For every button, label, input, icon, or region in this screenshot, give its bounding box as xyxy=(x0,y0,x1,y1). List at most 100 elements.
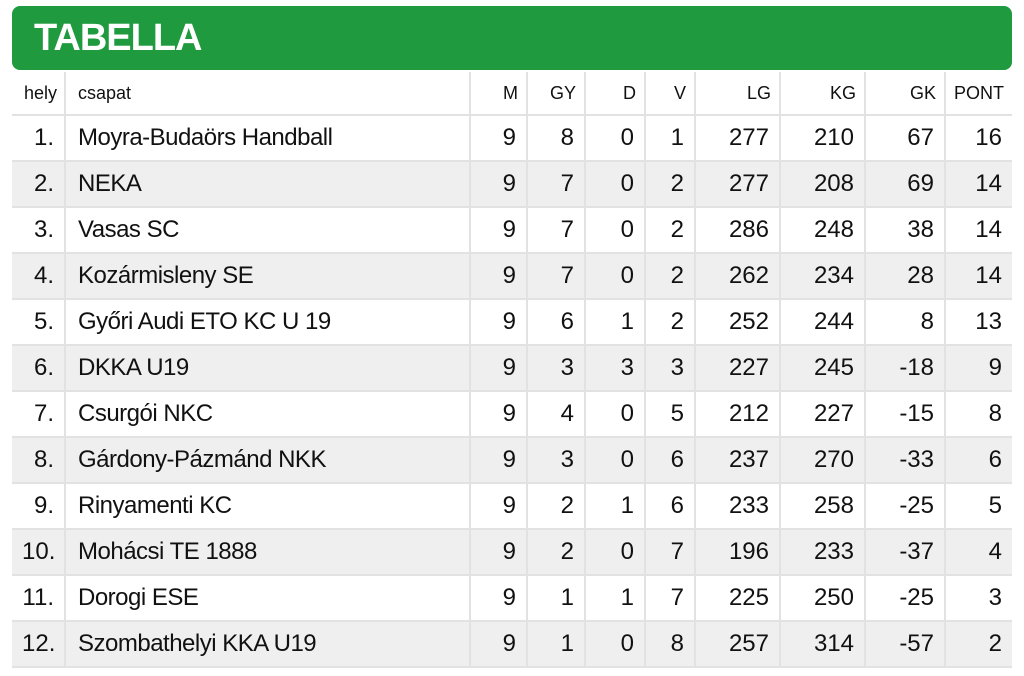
cell: 1 xyxy=(584,483,645,530)
column-header: V xyxy=(644,72,695,116)
cell: 210 xyxy=(779,115,865,162)
cell: 1 xyxy=(584,299,645,346)
cell: 0 xyxy=(584,207,645,254)
cell: 6 xyxy=(526,299,585,346)
cell: 233 xyxy=(694,483,780,530)
team-name: Mohácsi TE 1888 xyxy=(64,529,470,576)
column-header: GY xyxy=(526,72,585,116)
cell: 1. xyxy=(12,115,65,162)
cell: 7. xyxy=(12,391,65,438)
cell: 9 xyxy=(469,621,527,668)
team-row: 8. Gárdony-Pázmánd NKK 9 3 0 6 237 270 -33 6 xyxy=(12,437,1012,484)
cell: 227 xyxy=(694,345,780,392)
cell: 9 xyxy=(469,345,527,392)
team-row: 11. Dorogi ESE 9 1 1 7 225 250 -25 3 xyxy=(12,575,1012,622)
cell: 6. xyxy=(12,345,65,392)
cell: 7 xyxy=(526,207,585,254)
cell: 258 xyxy=(779,483,865,530)
cell: 252 xyxy=(694,299,780,346)
cell: 10. xyxy=(12,529,65,576)
cell: 69 xyxy=(864,161,945,208)
cell: 0 xyxy=(584,621,645,668)
cell: 16 xyxy=(944,115,1012,162)
cell: 245 xyxy=(779,345,865,392)
cell: 67 xyxy=(864,115,945,162)
team-row: 6. DKKA U19 9 3 3 3 227 245 -18 9 xyxy=(12,345,1012,392)
cell: 225 xyxy=(694,575,780,622)
column-header: GK xyxy=(864,72,945,116)
cell: 244 xyxy=(779,299,865,346)
cell: -33 xyxy=(864,437,945,484)
cell: -18 xyxy=(864,345,945,392)
cell: 233 xyxy=(779,529,865,576)
cell: 1 xyxy=(584,575,645,622)
cell: -15 xyxy=(864,391,945,438)
team-row: 1. Moyra-Budaörs Handball 9 8 0 1 277 210 67 16 xyxy=(12,115,1012,162)
cell: 3. xyxy=(12,207,65,254)
team-name: Vasas SC xyxy=(64,207,470,254)
team-row: 12. Szombathelyi KKA U19 9 1 0 8 257 314 -57 2 xyxy=(12,621,1012,668)
cell: 0 xyxy=(584,253,645,300)
team-name: Kozármisleny SE xyxy=(64,253,470,300)
cell: 7 xyxy=(526,161,585,208)
cell: 14 xyxy=(944,207,1012,254)
team-row: 10. Mohácsi TE 1888 9 2 0 7 196 233 -37 4 xyxy=(12,529,1012,576)
cell: 6 xyxy=(644,437,695,484)
cell: 9 xyxy=(469,391,527,438)
cell: 8 xyxy=(526,115,585,162)
cell: 5 xyxy=(644,391,695,438)
team-name: Csurgói NKC xyxy=(64,391,470,438)
cell: 9 xyxy=(469,575,527,622)
cell: 14 xyxy=(944,161,1012,208)
cell: 2 xyxy=(644,253,695,300)
column-header: LG xyxy=(694,72,780,116)
cell: 9 xyxy=(469,161,527,208)
team-name: Dorogi ESE xyxy=(64,575,470,622)
cell: 8 xyxy=(644,621,695,668)
cell: 7 xyxy=(644,575,695,622)
team-row: 5. Győri Audi ETO KC U 19 9 6 1 2 252 244 8 13 xyxy=(12,299,1012,346)
cell: 2 xyxy=(526,529,585,576)
team-name: DKKA U19 xyxy=(64,345,470,392)
header-row: hely csapat M GY D V LG KG GK PONT xyxy=(12,72,1012,116)
cell: 28 xyxy=(864,253,945,300)
cell: 234 xyxy=(779,253,865,300)
team-row: 7. Csurgói NKC 9 4 0 5 212 227 -15 8 xyxy=(12,391,1012,438)
cell: 9 xyxy=(469,299,527,346)
cell: 208 xyxy=(779,161,865,208)
cell: 4 xyxy=(944,529,1012,576)
cell: 314 xyxy=(779,621,865,668)
cell: 9 xyxy=(469,207,527,254)
cell: 5 xyxy=(944,483,1012,530)
cell: 2 xyxy=(644,207,695,254)
cell: 0 xyxy=(584,529,645,576)
cell: 9 xyxy=(469,115,527,162)
cell: 12. xyxy=(12,621,65,668)
cell: 270 xyxy=(779,437,865,484)
cell: 8 xyxy=(864,299,945,346)
team-row: 3. Vasas SC 9 7 0 2 286 248 38 14 xyxy=(12,207,1012,254)
team-name: Rinyamenti KC xyxy=(64,483,470,530)
cell: 257 xyxy=(694,621,780,668)
cell: -25 xyxy=(864,575,945,622)
cell: 2 xyxy=(526,483,585,530)
column-header: KG xyxy=(779,72,865,116)
cell: 1 xyxy=(526,621,585,668)
cell: 277 xyxy=(694,115,780,162)
cell: 8. xyxy=(12,437,65,484)
cell: 3 xyxy=(584,345,645,392)
cell: 0 xyxy=(584,161,645,208)
cell: 9 xyxy=(469,529,527,576)
cell: 0 xyxy=(584,115,645,162)
cell: 38 xyxy=(864,207,945,254)
cell: 9 xyxy=(469,437,527,484)
column-header: D xyxy=(584,72,645,116)
cell: -25 xyxy=(864,483,945,530)
cell: 277 xyxy=(694,161,780,208)
cell: 250 xyxy=(779,575,865,622)
cell: 248 xyxy=(779,207,865,254)
cell: 6 xyxy=(944,437,1012,484)
standings-table: hely csapat M GY D V LG KG GK PONT 1. Moyra-Budaör… xyxy=(12,72,1012,668)
title: TABELLA xyxy=(34,17,202,59)
cell: 7 xyxy=(526,253,585,300)
